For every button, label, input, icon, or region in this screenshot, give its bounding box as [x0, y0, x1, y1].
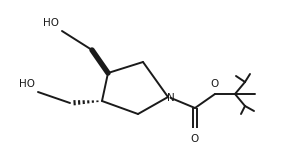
- Text: HO: HO: [19, 79, 35, 89]
- Text: HO: HO: [43, 18, 59, 28]
- Text: N: N: [167, 93, 175, 103]
- Text: O: O: [191, 133, 199, 143]
- Text: O: O: [211, 79, 219, 88]
